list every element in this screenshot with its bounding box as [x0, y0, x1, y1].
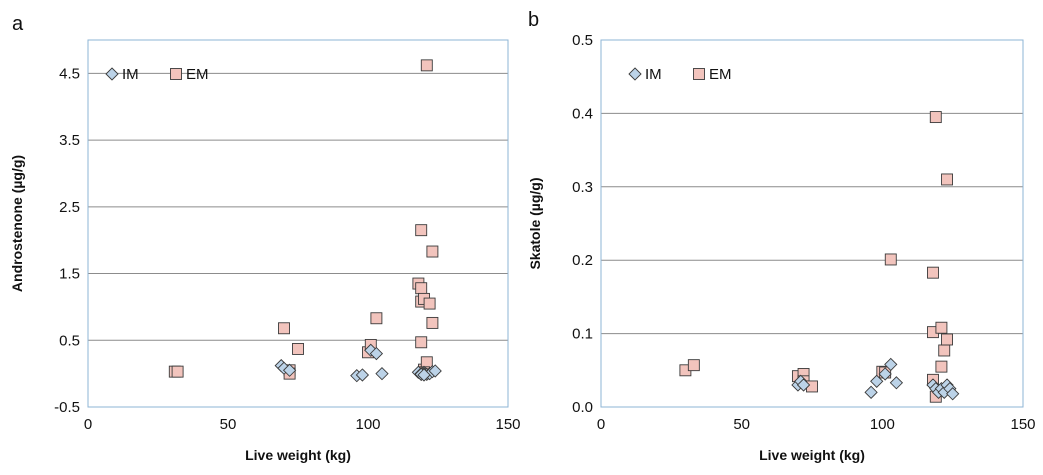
- y-tick-label: 4.5: [59, 65, 80, 82]
- x-tick-label: 50: [733, 416, 750, 433]
- data-point-em: [415, 224, 428, 237]
- data-point-em: [884, 253, 897, 266]
- legend-marker-im: [628, 67, 642, 81]
- data-point-im: [870, 374, 884, 388]
- data-point-em: [370, 312, 383, 325]
- data-point-im: [878, 367, 892, 381]
- panel-letter: b: [528, 9, 539, 31]
- legend-marker-im: [105, 67, 119, 81]
- y-axis-label: Androstenone (µg/g): [9, 155, 25, 292]
- series-im: [791, 357, 960, 401]
- series-em: [679, 111, 953, 403]
- x-tick-label: 150: [495, 416, 520, 433]
- x-tick-label: 0: [84, 416, 92, 433]
- data-point-em: [426, 316, 439, 329]
- data-point-im: [282, 363, 297, 377]
- data-point-em: [292, 342, 304, 355]
- series-em: [168, 59, 439, 380]
- y-tick-label: 0.5: [572, 32, 593, 49]
- data-point-im: [946, 387, 960, 401]
- data-point-em: [687, 359, 700, 372]
- data-point-im: [884, 357, 898, 372]
- x-tick-label: 150: [1010, 416, 1035, 433]
- y-tick-label: 0.2: [572, 252, 593, 269]
- legend-marker-em: [693, 68, 705, 80]
- data-point-im: [355, 368, 370, 382]
- y-tick-label: -0.5: [54, 399, 80, 416]
- y-tick-label: 0.4: [572, 105, 593, 122]
- data-point-em: [927, 266, 939, 279]
- legend: IM EM: [628, 66, 732, 83]
- chart-panel-a: a -0.5 0.5 1.5 2.5 3.5 4.5 0 50 100 150 Live weight…: [9, 13, 521, 463]
- x-axis-label: Live weight (kg): [759, 447, 865, 463]
- data-point-em: [420, 59, 433, 72]
- y-tick-label: 0.0: [572, 399, 593, 416]
- x-tick-label: 100: [870, 416, 895, 433]
- data-point-im: [375, 366, 389, 381]
- data-point-im: [369, 346, 384, 361]
- data-point-em: [941, 173, 953, 186]
- x-tick-label: 50: [220, 416, 237, 433]
- data-point-em: [426, 245, 439, 258]
- x-tick-label: 100: [355, 416, 380, 433]
- y-tick-label: 3.5: [59, 132, 80, 149]
- data-point-im: [889, 376, 904, 390]
- legend-label-im: IM: [122, 66, 139, 83]
- data-point-im: [796, 378, 811, 392]
- data-point-em: [929, 111, 942, 124]
- plot-area-border: [600, 39, 1024, 408]
- panel-letter: a: [12, 13, 24, 35]
- x-axis-label: Live weight (kg): [245, 447, 351, 463]
- data-point-em: [935, 321, 948, 334]
- legend-label-em: EM: [709, 66, 732, 83]
- data-point-em: [278, 322, 290, 335]
- y-tick-label: 0.5: [59, 332, 80, 349]
- data-point-im: [417, 368, 431, 382]
- data-point-im: [864, 385, 878, 399]
- plot-area-border: [87, 39, 509, 408]
- y-tick-label: 0.3: [572, 179, 593, 196]
- data-point-em: [415, 336, 428, 349]
- legend-label-em: EM: [186, 66, 209, 83]
- data-point-im: [428, 364, 442, 378]
- legend-marker-em: [170, 68, 182, 80]
- data-point-em: [938, 344, 951, 357]
- data-point-em: [415, 282, 428, 295]
- x-tick-label: 0: [597, 416, 605, 433]
- chart-panel-b: b 0.0 0.1 0.2 0.3 0.4 0.5 0 50 100 150 Live weight …: [527, 9, 1036, 463]
- y-tick-label: 1.5: [59, 266, 80, 283]
- data-point-em: [420, 356, 433, 369]
- y-tick-label: 2.5: [59, 199, 80, 216]
- legend-label-im: IM: [645, 66, 662, 83]
- legend: IM EM: [105, 66, 209, 83]
- y-axis-label: Skatole (µg/g): [527, 177, 543, 269]
- y-tick-label: 0.1: [572, 326, 593, 343]
- data-point-em: [941, 333, 953, 346]
- data-point-em: [171, 365, 184, 378]
- data-point-em: [935, 360, 948, 373]
- series-im: [274, 343, 442, 383]
- data-point-em: [423, 297, 436, 310]
